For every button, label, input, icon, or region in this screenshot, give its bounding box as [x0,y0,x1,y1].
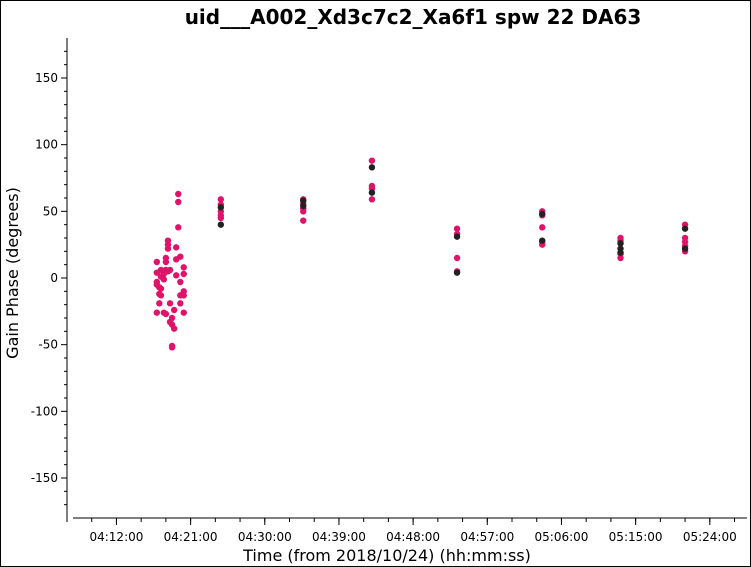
data-point [217,214,225,222]
data-point [170,306,178,314]
data-point [180,292,187,299]
data-point [453,269,461,276]
data-point [168,314,176,322]
data-point [175,224,182,231]
data-point [681,225,689,232]
x-tick-label: 04:39:00 [312,530,366,544]
series-2 [217,164,689,276]
y-tick-label: 100 [35,138,58,152]
y-tick-label: -100 [31,404,58,418]
chart-title: uid___A002_Xd3c7c2_Xa6f1 spw 22 DA63 [185,5,642,29]
data-points [153,157,689,351]
data-point [180,270,187,278]
data-point [162,310,170,318]
y-tick-label: -150 [31,471,58,485]
data-point [300,197,307,204]
data-point [617,249,624,256]
data-point [539,237,546,244]
data-point [300,202,307,210]
data-point [368,164,376,171]
data-point [368,157,376,164]
x-tick-label: 05:06:00 [535,530,589,544]
x-tick-label: 04:12:00 [89,530,143,544]
data-point [300,208,307,215]
data-point [453,225,461,232]
data-point [157,292,165,299]
y-tick-label: 150 [35,71,58,85]
data-point [180,309,187,316]
data-point [217,221,225,228]
data-point [170,325,178,332]
data-point [175,198,182,206]
data-point [156,300,163,307]
y-axis-label: Gain Phase (degrees) [3,187,22,359]
data-point [175,190,182,198]
data-point [162,258,170,266]
x-axis-label: Time (from 2018/10/24) (hh:mm:ss) [242,546,531,565]
data-point [539,210,546,218]
data-point [453,233,461,240]
data-point [217,204,225,211]
data-point [177,300,184,307]
data-point [368,196,376,203]
data-point [166,266,174,274]
data-point [168,344,176,351]
data-point [160,276,168,283]
series-1 [153,157,689,351]
data-point [617,240,624,247]
data-point [300,217,307,224]
data-point [453,254,461,262]
data-point [217,196,225,203]
data-point [617,254,624,262]
data-point [153,258,161,266]
data-point [166,300,174,307]
data-point [172,272,180,279]
x-tick-label: 04:48:00 [386,530,440,544]
data-point [368,189,376,196]
axes: 150 100 50 0 -50 -100 -150 04:12:00 04:21:00 04:3… [31,38,747,544]
x-tick-label: 04:21:00 [164,530,218,544]
data-point [164,245,172,252]
y-tick-label: 50 [43,204,58,218]
data-point [177,253,184,260]
x-tick-label: 05:24:00 [683,530,737,544]
y-tick-label: -50 [38,338,58,352]
y-tick-label: 0 [50,271,58,285]
data-point [539,224,546,231]
x-tick-label: 04:57:00 [460,530,514,544]
data-point [177,278,184,286]
x-tick-label: 04:30:00 [238,530,292,544]
data-point [157,285,165,292]
data-point [180,264,187,271]
x-tick-label: 05:15:00 [609,530,663,544]
data-point [681,245,689,252]
data-point [153,309,161,316]
data-point [172,244,180,251]
